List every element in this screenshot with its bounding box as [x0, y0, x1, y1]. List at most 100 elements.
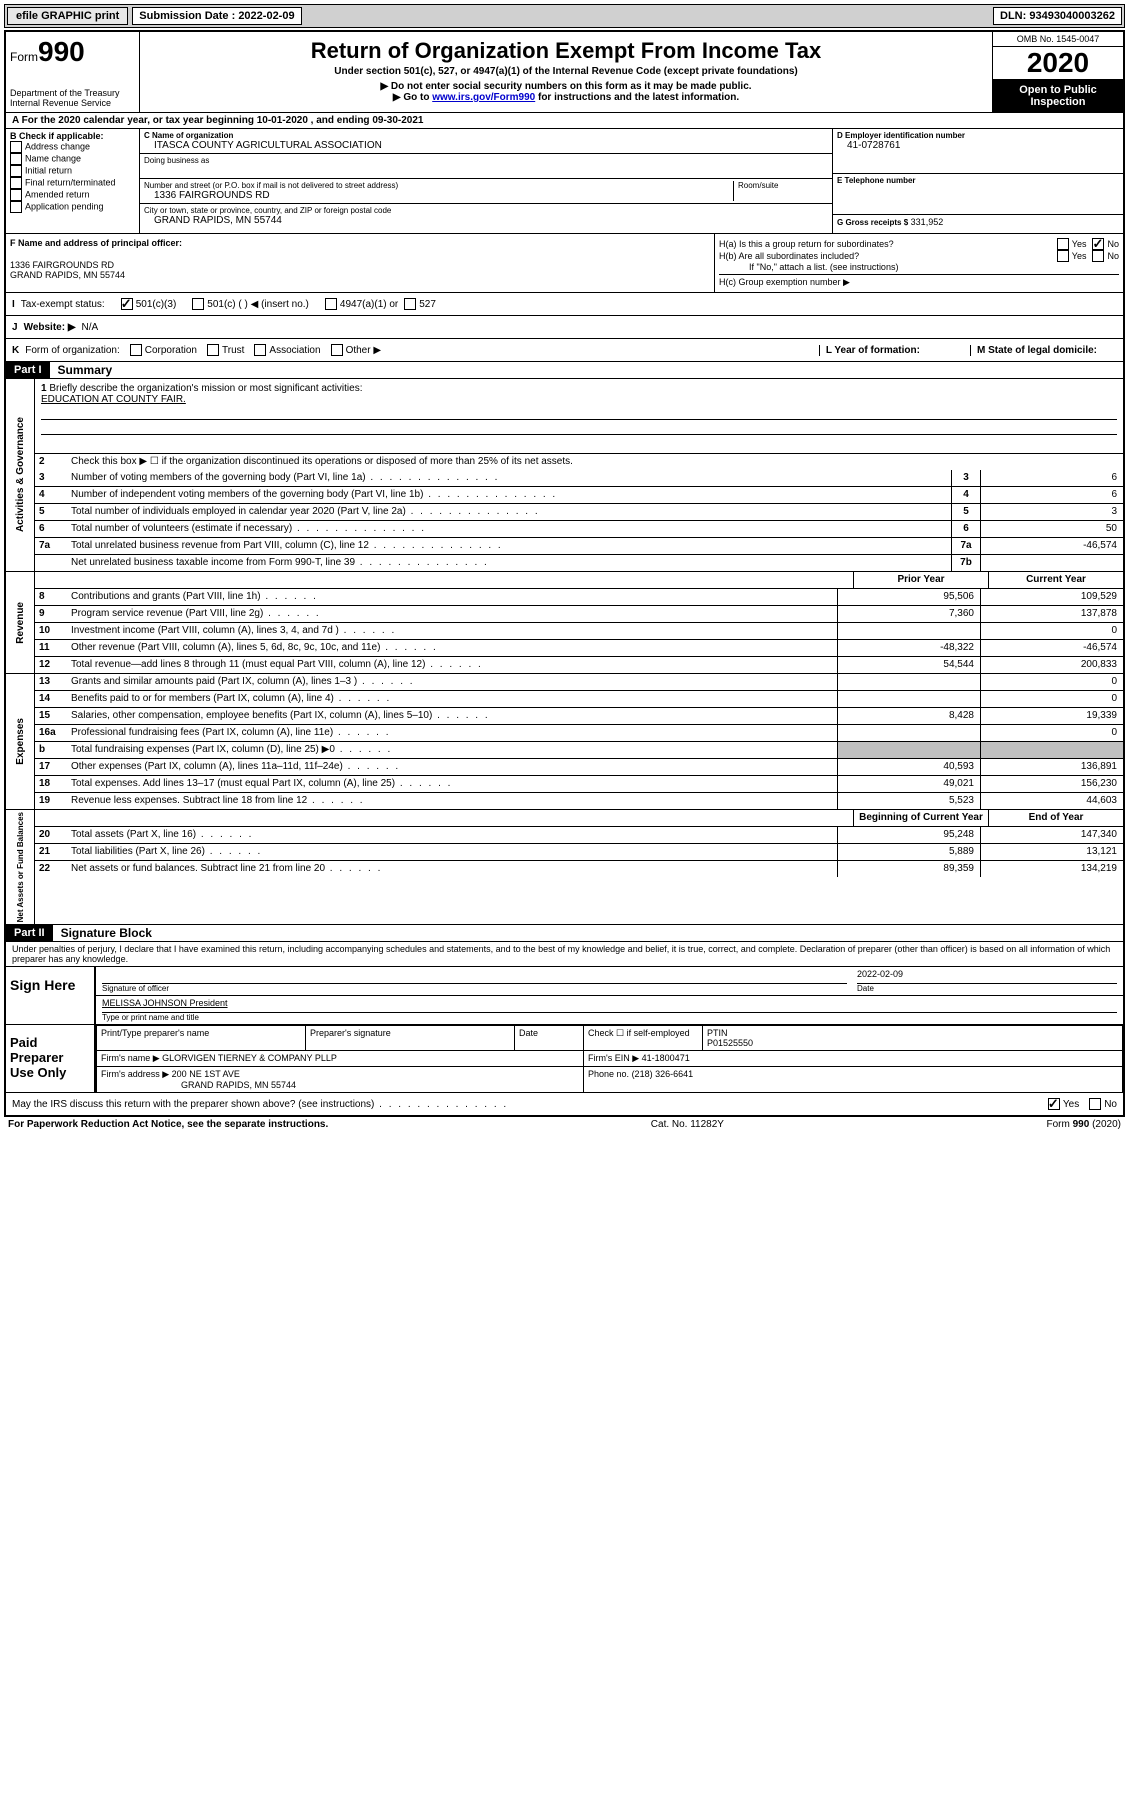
- opt-final-return[interactable]: Final return/terminated: [10, 177, 135, 189]
- discuss-yes-checkbox[interactable]: [1048, 1098, 1060, 1110]
- row-curr: 0: [980, 623, 1123, 639]
- hb-label: H(b) Are all subordinates included?: [719, 251, 1057, 261]
- header-left-cell: Form990 Department of the Treasury Inter…: [6, 32, 140, 112]
- activities-governance-section: Activities & Governance 1 Briefly descri…: [6, 379, 1123, 572]
- firm-name-label: Firm's name ▶: [101, 1053, 160, 1063]
- opt-address-change[interactable]: Address change: [10, 141, 135, 153]
- part1-title: Summary: [50, 363, 113, 377]
- phone-value: (218) 326-6641: [632, 1069, 694, 1079]
- irs-link[interactable]: www.irs.gov/Form990: [432, 92, 535, 103]
- row-num: 3: [35, 470, 67, 486]
- expenses-vlabel: Expenses: [6, 674, 35, 809]
- opt-application-pending[interactable]: Application pending: [10, 201, 135, 213]
- hb-yes-label: Yes: [1072, 251, 1087, 261]
- row-desc: Contributions and grants (Part VIII, lin…: [67, 589, 837, 605]
- end-year-header: End of Year: [988, 810, 1123, 826]
- row-curr: 136,891: [980, 759, 1123, 775]
- opt-name-change[interactable]: Name change: [10, 153, 135, 165]
- ha-no-checkbox[interactable]: [1092, 238, 1104, 250]
- tax-opt4: 527: [419, 299, 436, 310]
- prep-row-2: Firm's name ▶ GLORVIGEN TIERNEY & COMPAN…: [97, 1051, 1123, 1067]
- tax-opt2: 501(c) ( ) ◀ (insert no.): [207, 299, 309, 310]
- row-curr: 147,340: [980, 827, 1123, 843]
- opt-label-0: Address change: [25, 141, 90, 151]
- opt-label-1: Name change: [25, 153, 81, 163]
- hb-yes-checkbox[interactable]: [1057, 250, 1069, 262]
- q1-text: Briefly describe the organization's miss…: [49, 383, 362, 394]
- summary-row: 14 Benefits paid to or for members (Part…: [35, 691, 1123, 708]
- part1-badge: Part I: [6, 362, 50, 378]
- summary-row: 20 Total assets (Part X, line 16) 95,248…: [35, 827, 1123, 844]
- efile-button[interactable]: efile GRAPHIC print: [7, 7, 128, 25]
- row-num: 5: [35, 504, 67, 520]
- tax-527-checkbox[interactable]: [404, 298, 416, 310]
- firm-name-value: GLORVIGEN TIERNEY & COMPANY PLLP: [162, 1053, 337, 1063]
- row-prior: 5,523: [837, 793, 980, 809]
- penalty-statement: Under penalties of perjury, I declare th…: [6, 942, 1123, 967]
- row-curr: [980, 742, 1123, 758]
- firm-ein-value: 41-1800471: [642, 1053, 690, 1063]
- opt-label-2: Initial return: [25, 165, 72, 175]
- column-b: B Check if applicable: Address change Na…: [6, 129, 140, 233]
- part2-badge: Part II: [6, 925, 53, 941]
- phone-label: E Telephone number: [837, 176, 1119, 185]
- row-box: 6: [951, 521, 980, 537]
- form-header: Form990 Department of the Treasury Inter…: [6, 32, 1123, 113]
- omb-number: OMB No. 1545-0047: [993, 32, 1123, 47]
- dln-field: DLN: 93493040003262: [993, 7, 1122, 25]
- footer-form: Form 990 (2020): [1047, 1119, 1121, 1130]
- firm-addr1: 200 NE 1ST AVE: [172, 1069, 240, 1079]
- tax-501c-checkbox[interactable]: [192, 298, 204, 310]
- row-box: 4: [951, 487, 980, 503]
- form-other-checkbox[interactable]: [331, 344, 343, 356]
- form-title: Return of Organization Exempt From Incom…: [144, 38, 988, 64]
- tax-4947-checkbox[interactable]: [325, 298, 337, 310]
- mission-block: 1 Briefly describe the organization's mi…: [35, 379, 1123, 454]
- ha-yes-checkbox[interactable]: [1057, 238, 1069, 250]
- gross-receipts-cell: G Gross receipts $ 331,952: [833, 215, 1123, 233]
- row-curr: -46,574: [980, 640, 1123, 656]
- row-num: [35, 555, 67, 571]
- summary-row: b Total fundraising expenses (Part IX, c…: [35, 742, 1123, 759]
- row-val: 6: [980, 470, 1123, 486]
- row-desc: Total liabilities (Part X, line 26): [67, 844, 837, 860]
- hb-no-label: No: [1107, 251, 1119, 261]
- summary-row: 9 Program service revenue (Part VIII, li…: [35, 606, 1123, 623]
- row-prior: [837, 623, 980, 639]
- header-middle-cell: Return of Organization Exempt From Incom…: [140, 32, 992, 112]
- hb-no-checkbox[interactable]: [1092, 250, 1104, 262]
- discuss-no-checkbox[interactable]: [1089, 1098, 1101, 1110]
- revenue-vlabel: Revenue: [6, 572, 35, 673]
- q1-value: EDUCATION AT COUNTY FAIR.: [41, 394, 1117, 405]
- section-h: H(a) Is this a group return for subordin…: [715, 234, 1123, 292]
- summary-row: 12 Total revenue—add lines 8 through 11 …: [35, 657, 1123, 673]
- opt-amended-return[interactable]: Amended return: [10, 189, 135, 201]
- dept-text: Department of the Treasury: [10, 88, 135, 98]
- row-desc: Professional fundraising fees (Part IX, …: [67, 725, 837, 741]
- ptin-cell: PTINP01525550: [703, 1026, 1123, 1051]
- row-val: -46,574: [980, 538, 1123, 554]
- tax-year: 2020: [993, 47, 1123, 80]
- row-desc: Total fundraising expenses (Part IX, col…: [67, 742, 837, 758]
- ha-yes-label: Yes: [1072, 239, 1087, 249]
- form-opt1: Trust: [222, 345, 244, 356]
- row-num: 15: [35, 708, 67, 724]
- opt-initial-return[interactable]: Initial return: [10, 165, 135, 177]
- row-num: 8: [35, 589, 67, 605]
- summary-row: 11 Other revenue (Part VIII, column (A),…: [35, 640, 1123, 657]
- form-assoc-checkbox[interactable]: [254, 344, 266, 356]
- row-num: 7a: [35, 538, 67, 554]
- form-trust-checkbox[interactable]: [207, 344, 219, 356]
- part1-header-row: Part I Summary: [6, 362, 1123, 379]
- gross-value: 331,952: [911, 217, 944, 227]
- ptin-value: P01525550: [707, 1038, 753, 1048]
- row-desc: Total expenses. Add lines 13–17 (must eq…: [67, 776, 837, 792]
- form-corp-checkbox[interactable]: [130, 344, 142, 356]
- firm-addr-cell: Firm's address ▶ 200 NE 1ST AVE GRAND RA…: [97, 1067, 584, 1093]
- row-curr: 0: [980, 674, 1123, 690]
- row-i: I Tax-exempt status: 501(c)(3) 501(c) ( …: [6, 293, 1123, 316]
- tax-501c3-checkbox[interactable]: [121, 298, 133, 310]
- netassets-section: Net Assets or Fund Balances Beginning of…: [6, 810, 1123, 925]
- row-desc: Total assets (Part X, line 16): [67, 827, 837, 843]
- discuss-row: May the IRS discuss this return with the…: [6, 1093, 1123, 1115]
